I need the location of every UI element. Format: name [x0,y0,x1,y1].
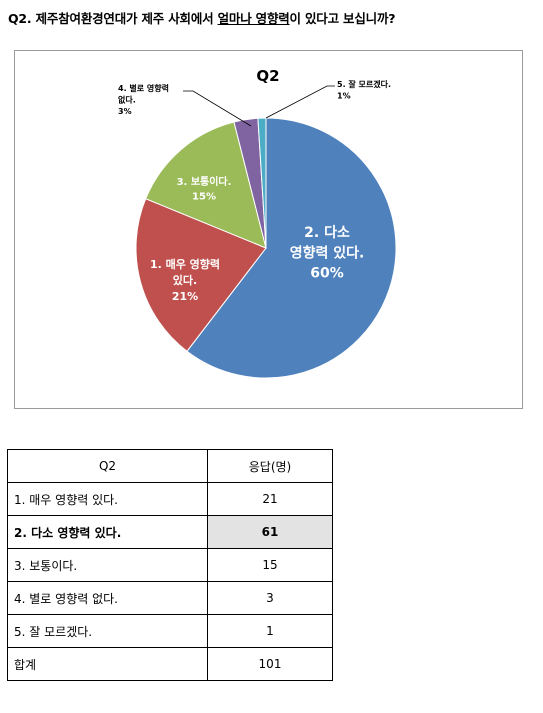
pie-chart: Q2 2. 다소 영향력 있다. 60% 1. 매우 영향력 있다. 21% 3. 보통이다… [118,67,397,379]
row-label: 5. 잘 모르겠다. [7,614,208,648]
row-label: 3. 보통이다. [7,548,208,582]
question-underlined: 얼마나 영향력 [217,11,290,26]
table-header-row: Q2 응답(명) [7,449,333,483]
table-row: 1. 매우 영향력 있다. 21 [7,482,333,516]
row-label: 1. 매우 영향력 있다. [7,482,208,516]
row-value: 15 [207,548,333,582]
table-header-count: 응답(명) [207,449,333,483]
slice-label-2: 2. 다소 영향력 있다. 60% [290,225,365,282]
slice-label-1: 1. 매우 영향력 있다. 21% [150,257,220,303]
row-value: 61 [207,515,333,549]
pie-slice [186,117,397,379]
row-value: 1 [207,614,333,648]
pie-chart-frame: Q2 2. 다소 영향력 있다. 60% 1. 매우 영향력 있다. 21% 3. 보통이다… [14,50,523,409]
chart-title: Q2 [256,67,279,85]
question-prefix: Q2. 제주참여환경연대가 제주 사회에서 [8,11,218,26]
question-suffix: 이 있다고 보십니까? [289,11,396,26]
row-label: 합계 [7,647,208,681]
table-row-total: 합계 101 [7,647,333,681]
slice-label-4: 4. 별로 영향력 없다. 3% [118,83,169,116]
row-label: 4. 별로 영향력 없다. [7,581,208,615]
row-value: 3 [207,581,333,615]
table-header-question: Q2 [7,449,208,483]
row-label: 2. 다소 영향력 있다. [7,515,208,549]
leader-line-4 [183,90,252,127]
pie-slice [257,117,267,249]
question-text: Q2. 제주참여환경연대가 제주 사회에서 얼마나 영향력이 있다고 보십니까? [8,8,396,27]
table-row-highlighted: 2. 다소 영향력 있다. 61 [7,515,333,549]
response-table: Q2 응답(명) 1. 매우 영향력 있다. 21 2. 다소 영향력 있다. 61… [7,449,333,681]
table-row: 3. 보통이다. 15 [7,548,333,582]
row-value: 21 [207,482,333,516]
slice-label-3: 3. 보통이다. 15% [177,175,232,203]
slice-label-5: 5. 잘 모르겠다. 1% [337,79,391,101]
pie-slice [135,198,267,352]
leader-line-5 [265,85,335,119]
table-row: 5. 잘 모르겠다. 1 [7,614,333,648]
row-value: 101 [207,647,333,681]
table-row: 4. 별로 영향력 없다. 3 [7,581,333,615]
pie-slice [145,121,267,249]
